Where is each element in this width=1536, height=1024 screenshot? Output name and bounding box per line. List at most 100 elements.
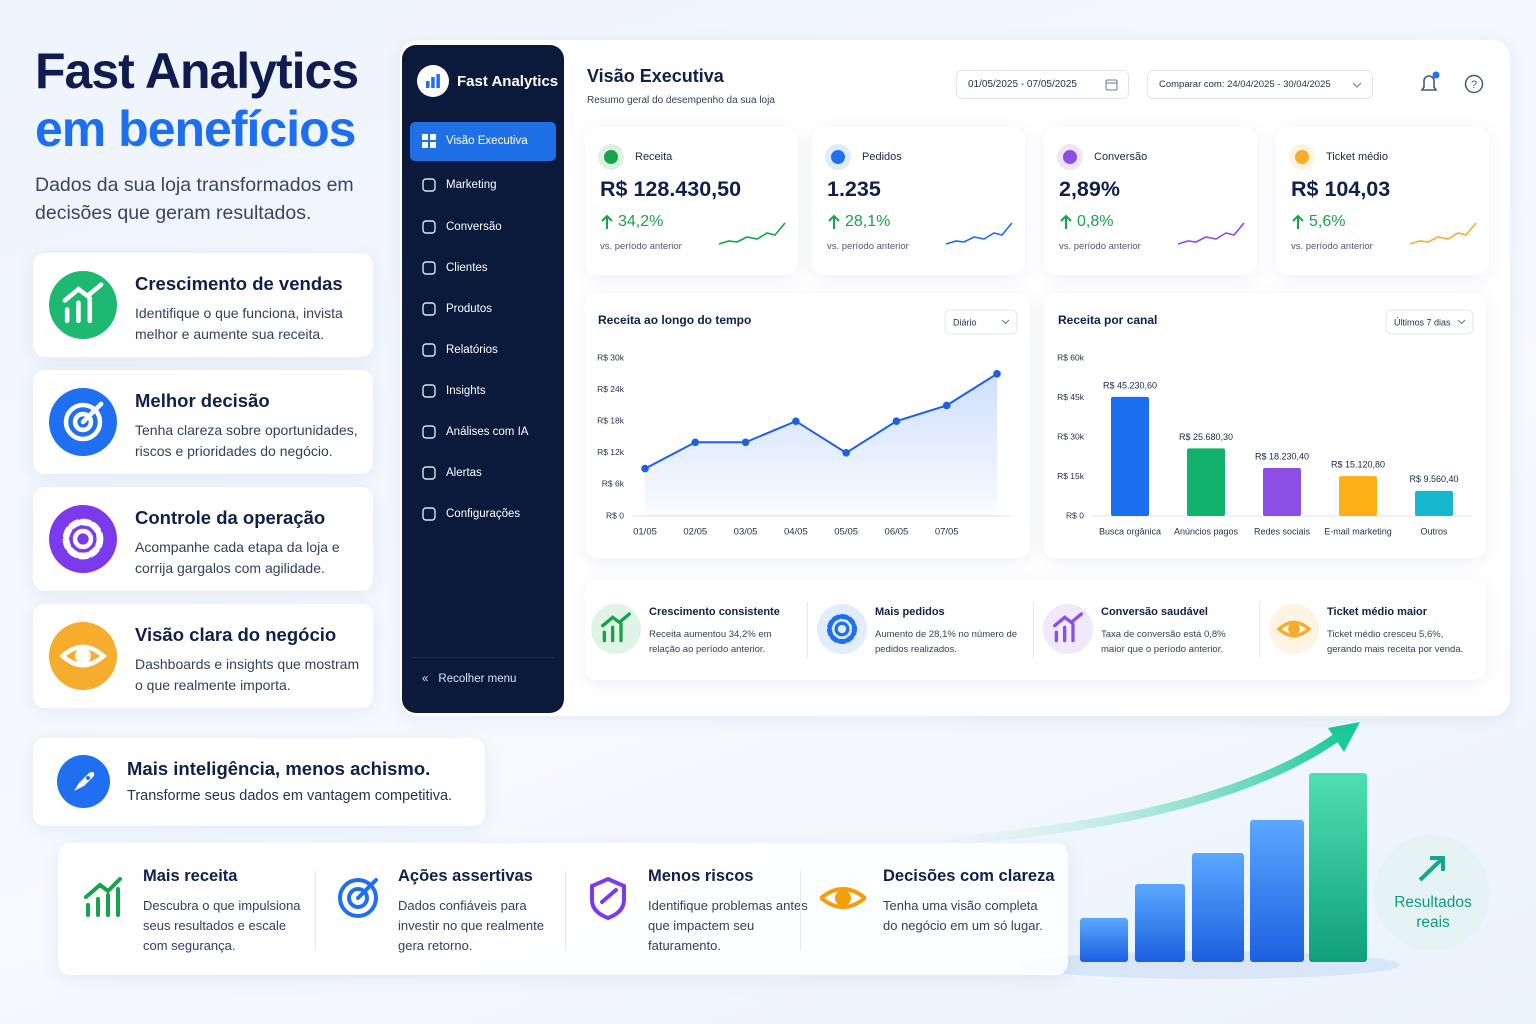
glyph bbox=[338, 878, 378, 918]
kpi-icon bbox=[1289, 144, 1315, 170]
kpi-change: 28,1% bbox=[827, 213, 890, 231]
kpi-change-value: 5,6% bbox=[1309, 213, 1346, 230]
rocket-icon bbox=[57, 755, 110, 808]
nav-item[interactable]: Marketing bbox=[410, 166, 556, 205]
icon bbox=[49, 622, 117, 690]
icon bbox=[1269, 604, 1319, 654]
icon-glyph bbox=[826, 613, 858, 645]
nav-item[interactable]: Insights bbox=[410, 372, 556, 411]
features: Mais receita Descubra o que impulsiona se… bbox=[58, 843, 1068, 975]
kpi-change-value: 34,2% bbox=[618, 213, 664, 230]
nav-icon bbox=[422, 466, 436, 480]
glyph bbox=[826, 613, 858, 645]
kpi-label: Conversão bbox=[1094, 151, 1148, 163]
glyph bbox=[72, 411, 94, 433]
sparkline bbox=[718, 222, 786, 245]
icon-bg bbox=[49, 505, 117, 573]
divider bbox=[412, 657, 554, 658]
nav-item[interactable]: Análises com IA bbox=[410, 413, 556, 452]
icon bbox=[1043, 604, 1093, 654]
sparkline-line bbox=[1409, 222, 1477, 245]
glyph bbox=[338, 878, 378, 918]
banner-title: Mais inteligência, menos achismo. bbox=[127, 758, 431, 779]
glyph bbox=[835, 890, 851, 906]
collapse-menu[interactable]: «Recolher menu bbox=[422, 673, 517, 685]
glyph bbox=[820, 887, 866, 909]
icon-bg bbox=[591, 604, 641, 654]
header-icons: ? bbox=[1420, 71, 1484, 94]
kpi-change-value: 0,8% bbox=[1077, 213, 1114, 230]
benefit-text: Acompanhe cada etapa da loja e corrija g… bbox=[135, 539, 340, 576]
banner: Mais inteligência, menos achismo. Transf… bbox=[33, 738, 485, 826]
date-range: 01/05/2025 - 07/05/2025 bbox=[968, 79, 1077, 90]
benefit-title: Controle da operação bbox=[135, 507, 326, 528]
benefit-text: Tenha clareza sobre oportunidades, risco… bbox=[135, 422, 358, 459]
nav-item[interactable]: Configurações bbox=[410, 495, 556, 534]
nav-label: Clientes bbox=[446, 262, 488, 274]
icon-glyph bbox=[1052, 612, 1084, 643]
feature-text: Identifique problemas antes que impactem… bbox=[648, 898, 808, 953]
glyph bbox=[1276, 620, 1312, 638]
nav-icon bbox=[422, 302, 436, 316]
glyph bbox=[590, 876, 626, 921]
glyph bbox=[422, 220, 436, 234]
nav-item[interactable]: Clientes bbox=[410, 249, 556, 288]
glyph bbox=[347, 887, 369, 909]
nav-item[interactable]: Visão Executiva bbox=[410, 122, 556, 161]
feature-text: Dados confiáveis para investir no que re… bbox=[398, 898, 544, 953]
line-chart-card bbox=[585, 293, 1030, 558]
kpi-change: 34,2% bbox=[600, 213, 663, 231]
nav-label: Insights bbox=[446, 385, 486, 397]
feature-icon bbox=[338, 878, 378, 918]
sparkline bbox=[1177, 222, 1245, 245]
help-icon[interactable] bbox=[1464, 74, 1484, 94]
glyph bbox=[422, 343, 436, 357]
divider bbox=[800, 871, 801, 951]
nav-label: Marketing bbox=[446, 179, 497, 191]
icon bbox=[817, 604, 867, 654]
kpi-icon bbox=[598, 144, 624, 170]
glyph bbox=[422, 425, 436, 439]
glyph bbox=[430, 142, 436, 148]
glyph bbox=[84, 877, 122, 917]
glyph bbox=[834, 621, 850, 637]
glyph bbox=[600, 612, 632, 643]
kpi-value: 2,89% bbox=[1059, 177, 1120, 201]
nav-label: Relatórios bbox=[446, 344, 498, 356]
glyph bbox=[1292, 214, 1304, 229]
compare-select[interactable]: Comparar com: 24/04/2025 - 30/04/2025 bbox=[1147, 70, 1373, 99]
icon bbox=[49, 271, 117, 339]
date-picker[interactable]: 01/05/2025 - 07/05/2025 bbox=[956, 70, 1129, 99]
bell-icon[interactable] bbox=[1420, 75, 1438, 91]
up-arrow bbox=[1292, 214, 1304, 229]
kpi-card: Conversão 2,89% 0,8% vs. período anterior bbox=[1044, 127, 1257, 275]
feature-text: Descubra o que impulsiona seus resultado… bbox=[143, 898, 301, 953]
icon bbox=[49, 388, 117, 456]
divider bbox=[1259, 602, 1260, 658]
kpi-change: 5,6% bbox=[1291, 213, 1345, 231]
nav-item[interactable]: Relatórios bbox=[410, 331, 556, 370]
divider bbox=[565, 871, 566, 951]
nav-item[interactable]: Produtos bbox=[410, 290, 556, 329]
benefit-text: Dashboards e insights que mostram o que … bbox=[135, 656, 360, 693]
insight-title: Ticket médio maior bbox=[1327, 606, 1428, 618]
icon-glyph bbox=[62, 518, 104, 560]
benefit-card: Visão clara do negócio Dashboards e insig… bbox=[33, 604, 373, 708]
nav-icon bbox=[422, 220, 436, 234]
nav-item[interactable]: Conversão bbox=[410, 208, 556, 247]
glyph bbox=[422, 142, 428, 148]
up-arrow bbox=[601, 214, 613, 229]
help-glyph: ? bbox=[1471, 79, 1477, 91]
glyph bbox=[430, 134, 436, 140]
benefit-title: Visão clara do negócio bbox=[135, 624, 337, 645]
glyph bbox=[1060, 214, 1072, 229]
feature-title: Decisões com clareza bbox=[883, 867, 1055, 885]
kpi-note: vs. período anterior bbox=[600, 241, 682, 252]
feature-title: Ações assertivas bbox=[398, 867, 533, 885]
kpi-value: 1.235 bbox=[827, 177, 881, 201]
glyph bbox=[422, 384, 436, 398]
kpi-card: Receita R$ 128.430,50 34,2% vs. período ant… bbox=[585, 127, 798, 275]
brand-logo bbox=[417, 65, 449, 97]
nav-item[interactable]: Alertas bbox=[410, 454, 556, 493]
